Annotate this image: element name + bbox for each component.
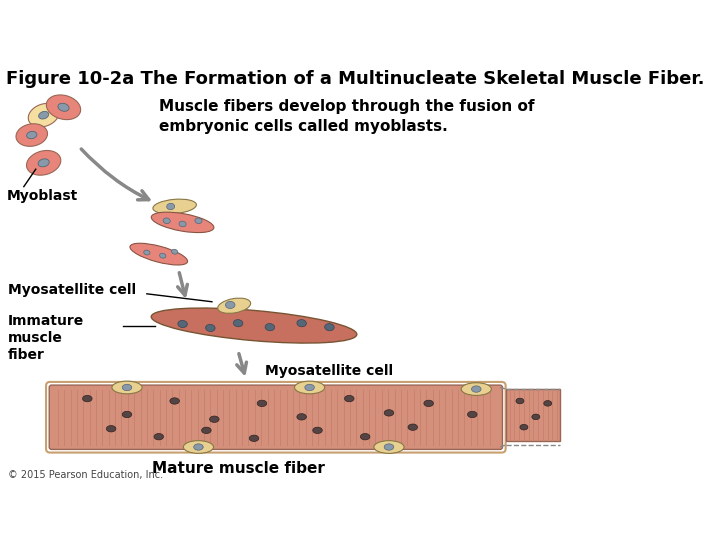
Ellipse shape: [233, 320, 243, 327]
Ellipse shape: [151, 212, 214, 233]
Ellipse shape: [217, 298, 251, 313]
Ellipse shape: [294, 381, 325, 394]
Ellipse shape: [472, 386, 481, 392]
Ellipse shape: [249, 435, 258, 442]
Ellipse shape: [297, 414, 307, 420]
Ellipse shape: [532, 414, 540, 420]
Ellipse shape: [160, 253, 166, 258]
Ellipse shape: [408, 424, 418, 430]
Ellipse shape: [27, 131, 37, 139]
Ellipse shape: [361, 434, 370, 440]
Ellipse shape: [178, 320, 187, 328]
Ellipse shape: [58, 103, 69, 111]
Ellipse shape: [297, 320, 307, 327]
Ellipse shape: [210, 416, 219, 422]
Ellipse shape: [122, 384, 132, 390]
Ellipse shape: [39, 111, 49, 119]
Ellipse shape: [38, 159, 49, 167]
Ellipse shape: [154, 434, 163, 440]
Ellipse shape: [467, 411, 477, 417]
Text: Muscle fibers develop through the fusion of
embryonic cells called myoblasts.: Muscle fibers develop through the fusion…: [159, 99, 534, 134]
Ellipse shape: [265, 323, 274, 330]
Ellipse shape: [122, 411, 132, 417]
Ellipse shape: [462, 383, 491, 395]
Ellipse shape: [374, 441, 404, 454]
Ellipse shape: [202, 427, 211, 434]
Ellipse shape: [544, 401, 552, 406]
Ellipse shape: [179, 221, 186, 227]
Ellipse shape: [130, 243, 188, 265]
Ellipse shape: [83, 395, 92, 402]
Text: Immature
muscle
fiber: Immature muscle fiber: [8, 314, 84, 362]
Bar: [506, 389, 560, 441]
FancyBboxPatch shape: [49, 385, 503, 449]
Ellipse shape: [16, 124, 48, 146]
Ellipse shape: [184, 441, 214, 454]
Ellipse shape: [170, 398, 179, 404]
Text: Figure 10-2a The Formation of a Multinucleate Skeletal Muscle Fiber.: Figure 10-2a The Formation of a Multinuc…: [6, 70, 705, 88]
Ellipse shape: [46, 95, 81, 120]
Text: Myoblast: Myoblast: [6, 189, 78, 203]
Ellipse shape: [195, 218, 202, 224]
Ellipse shape: [151, 308, 357, 343]
Text: Myosatellite cell: Myosatellite cell: [266, 364, 394, 378]
Ellipse shape: [257, 400, 266, 407]
Ellipse shape: [171, 249, 178, 254]
Ellipse shape: [520, 424, 528, 430]
Ellipse shape: [344, 395, 354, 402]
Ellipse shape: [107, 426, 116, 432]
Ellipse shape: [28, 104, 59, 127]
Ellipse shape: [325, 323, 334, 330]
Ellipse shape: [163, 218, 170, 224]
Ellipse shape: [225, 301, 235, 308]
Ellipse shape: [384, 410, 394, 416]
Ellipse shape: [194, 444, 203, 450]
Ellipse shape: [384, 444, 394, 450]
Ellipse shape: [312, 427, 323, 434]
Ellipse shape: [516, 398, 524, 404]
Ellipse shape: [206, 325, 215, 332]
Text: © 2015 Pearson Education, Inc.: © 2015 Pearson Education, Inc.: [8, 470, 163, 481]
Ellipse shape: [27, 151, 60, 175]
Ellipse shape: [424, 400, 433, 407]
Ellipse shape: [305, 384, 315, 390]
Ellipse shape: [153, 199, 197, 214]
Ellipse shape: [167, 204, 175, 210]
Ellipse shape: [144, 250, 150, 255]
Ellipse shape: [112, 381, 142, 394]
Text: Myosatellite cell: Myosatellite cell: [8, 283, 136, 297]
Text: Mature muscle fiber: Mature muscle fiber: [152, 461, 325, 476]
